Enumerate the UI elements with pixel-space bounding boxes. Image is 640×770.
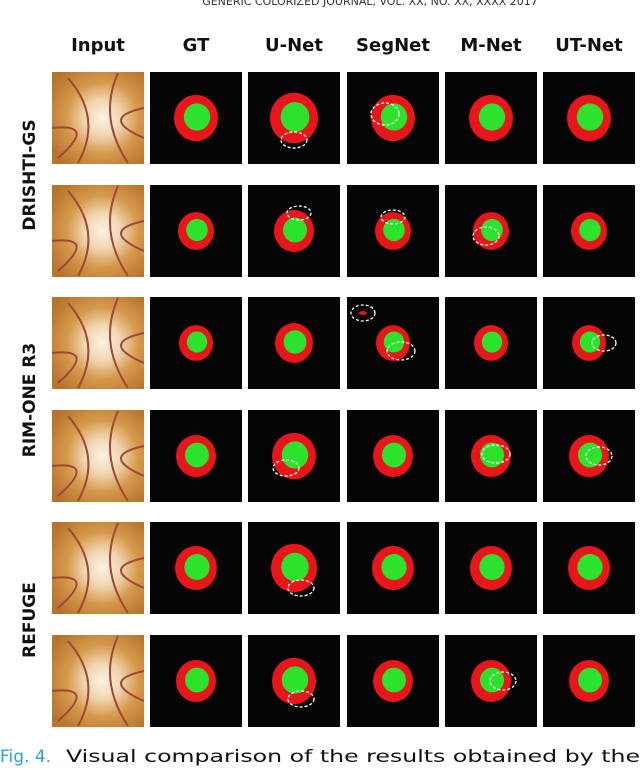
false-region: [359, 311, 367, 315]
row-label: RIM-ONE R3: [20, 343, 40, 458]
vessel: [51, 689, 78, 722]
error-highlight: [386, 341, 416, 361]
error-highlight: [481, 444, 511, 464]
optic-cup: [381, 553, 407, 581]
optic-cup: [579, 218, 601, 242]
caption-text: Visual comparison of the results obtaine…: [66, 747, 640, 767]
error-highlight: [472, 226, 500, 246]
error-highlight: [286, 205, 312, 221]
image-grid: [51, 72, 635, 727]
column-header: M-Net: [460, 35, 522, 56]
optic-cup: [383, 218, 405, 242]
optic-cup: [579, 331, 601, 353]
optic-cup: [380, 103, 408, 131]
vessel: [109, 185, 129, 277]
optic-cup: [184, 553, 210, 581]
vessel: [109, 72, 129, 164]
row-label: DRISHTI-GS: [20, 119, 40, 230]
vessel: [51, 464, 78, 497]
optic-cup: [577, 553, 603, 581]
optic-cup: [283, 330, 307, 354]
vessel: [67, 415, 90, 502]
vessel: [120, 445, 145, 477]
vessel: [67, 640, 90, 727]
optic-cup: [382, 667, 406, 693]
vessel: [120, 332, 145, 364]
column-header: SegNet: [356, 35, 430, 56]
running-header: GENERIC COLORIZED JOURNAL, VOL. XX, NO. …: [202, 0, 538, 8]
column-header: Input: [71, 35, 125, 56]
optic-cup: [186, 331, 208, 353]
vessel: [109, 297, 129, 389]
optic-cup: [578, 667, 602, 693]
column-header: U-Net: [265, 35, 323, 56]
vessel: [120, 220, 145, 252]
vessel: [109, 410, 129, 502]
optic-cup: [578, 442, 602, 468]
optic-cup: [183, 103, 211, 131]
optic-cup: [481, 331, 503, 353]
optic-cup: [382, 442, 406, 468]
vessel: [67, 77, 90, 164]
optic-cup: [479, 553, 505, 581]
vessel: [67, 527, 90, 614]
caption-label: Fig. 4.: [0, 747, 51, 767]
error-highlight: [287, 690, 315, 708]
error-highlight: [272, 459, 300, 477]
optic-cup: [186, 218, 208, 242]
vessel: [51, 576, 78, 609]
vessel: [120, 557, 145, 589]
error-highlight: [380, 209, 406, 225]
vessel: [109, 522, 129, 614]
error-highlight: [287, 579, 315, 597]
optic-cup: [185, 667, 209, 693]
vessel: [51, 351, 78, 384]
optic-cup: [480, 667, 504, 693]
vessel: [120, 670, 145, 702]
vessel: [120, 107, 145, 139]
row-label: REFUGE: [20, 582, 40, 658]
error-highlight: [585, 446, 613, 466]
optic-cup: [478, 103, 506, 131]
optic-cup: [185, 442, 209, 468]
vessel: [67, 302, 90, 389]
column-header: GT: [183, 35, 210, 56]
error-highlight: [489, 671, 517, 691]
column-header: UT-Net: [555, 35, 623, 56]
error-highlight: [370, 102, 400, 126]
optic-cup: [281, 441, 309, 469]
optic-cup: [481, 218, 503, 242]
optic-cup: [280, 102, 310, 132]
optic-cup: [281, 666, 309, 694]
vessel: [67, 190, 90, 277]
error-highlight: [350, 304, 376, 322]
vessel: [51, 239, 78, 272]
optic-cup: [576, 103, 604, 131]
vessel: [51, 126, 78, 159]
error-highlight: [591, 334, 617, 352]
error-highlight: [280, 131, 308, 149]
optic-cup: [283, 217, 307, 243]
optic-cup: [281, 552, 309, 582]
vessel: [109, 635, 129, 727]
optic-cup: [480, 442, 504, 468]
